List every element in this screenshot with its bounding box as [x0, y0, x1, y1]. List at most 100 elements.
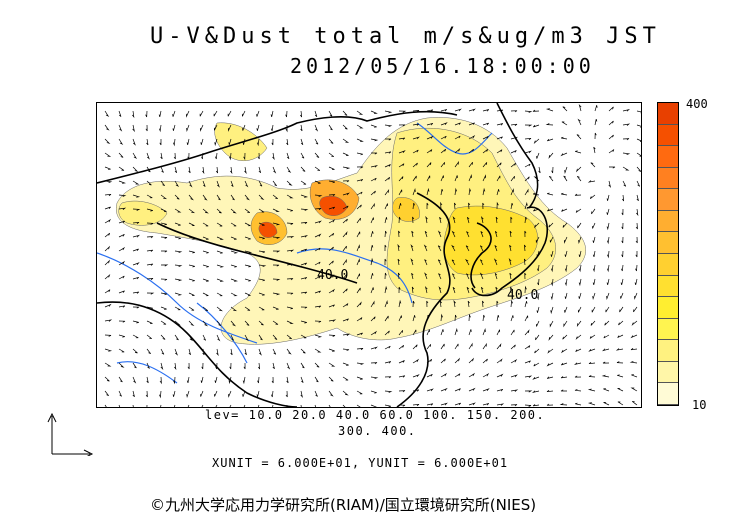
wind-arrow: [258, 208, 265, 213]
wind-arrow: [630, 387, 638, 392]
wind-arrow: [132, 194, 141, 198]
wind-arrow: [314, 390, 318, 397]
wind-arrow: [630, 348, 638, 351]
wind-arrow: [342, 273, 348, 280]
wind-arrow: [524, 285, 527, 294]
wind-arrow: [370, 273, 374, 280]
wind-arrow: [410, 258, 414, 266]
wind-arrow: [132, 320, 139, 324]
wind-arrow: [314, 110, 318, 117]
wind-arrow: [285, 390, 288, 398]
wind-arrow: [577, 222, 582, 229]
levels-line-1: lev= 10.0 20.0 40.0 60.0 100. 150. 200.: [205, 408, 546, 422]
wind-arrow: [118, 376, 123, 383]
chart-datetime: 2012/05/16.18:00:00: [290, 54, 595, 78]
wind-arrow: [243, 404, 246, 407]
wind-arrow: [440, 109, 448, 112]
wind-arrow: [575, 348, 582, 352]
wind-arrow: [202, 250, 209, 254]
wind-arrow: [300, 222, 308, 225]
wind-arrow: [342, 218, 348, 224]
wind-arrow: [524, 375, 533, 378]
wind-arrow: [174, 264, 183, 268]
wind-arrow: [342, 348, 350, 351]
wind-arrow: [482, 202, 485, 210]
wind-arrow: [468, 329, 472, 336]
wind-arrow: [437, 230, 442, 238]
wind-arrow: [535, 334, 540, 341]
wind-arrow: [300, 262, 307, 266]
wind-arrow: [397, 258, 400, 266]
wind-arrow: [587, 180, 596, 183]
wind-arrow: [606, 222, 610, 231]
wind-arrow: [271, 138, 274, 146]
wind-arrow: [286, 278, 294, 281]
wind-arrow: [370, 138, 379, 142]
wind-arrow: [482, 187, 486, 196]
wind-arrow: [575, 166, 582, 173]
wind-arrow: [132, 390, 135, 398]
colorbar-segment: [658, 361, 678, 384]
wind-arrow: [328, 404, 331, 407]
wind-arrow: [496, 189, 500, 196]
wind-arrow: [622, 123, 631, 126]
wind-arrow: [398, 375, 406, 378]
wind-arrow: [480, 231, 484, 238]
wind-arrow: [146, 180, 152, 186]
wind-arrow: [551, 166, 554, 174]
wind-arrow: [510, 299, 513, 308]
wind-arrow: [634, 278, 638, 285]
wind-arrow: [412, 136, 420, 140]
wind-arrow: [524, 301, 528, 308]
wind-arrow: [398, 404, 406, 407]
wind-arrow: [300, 194, 309, 198]
wind-arrow: [564, 264, 568, 273]
wind-arrow: [452, 216, 456, 224]
wind-arrow: [186, 376, 190, 384]
wind-arrow: [272, 208, 280, 213]
wind-arrow: [466, 273, 470, 280]
wind-arrow: [356, 287, 361, 294]
wind-arrow: [496, 403, 505, 406]
wind-arrow: [300, 390, 303, 399]
wind-arrow: [272, 278, 281, 281]
wind-arrow: [587, 402, 596, 406]
wind-arrow: [356, 258, 360, 266]
wind-arrow: [440, 162, 446, 168]
wind-arrow: [202, 222, 209, 227]
wind-arrow: [606, 278, 610, 285]
wind-arrow: [537, 264, 540, 272]
wind-arrow: [104, 334, 112, 337]
wind-arrow: [146, 334, 152, 340]
wind-arrow: [561, 362, 568, 366]
wind-arrow: [590, 162, 596, 168]
wind-arrow: [524, 110, 533, 113]
wind-arrow: [132, 362, 137, 369]
wind-arrow: [244, 180, 249, 188]
wind-arrow: [286, 362, 291, 370]
wind-arrow: [608, 120, 614, 126]
wind-arrow: [314, 233, 322, 238]
wind-arrow: [300, 362, 305, 369]
wind-arrow: [230, 334, 234, 341]
wind-arrow: [132, 248, 139, 252]
wind-arrow: [440, 402, 448, 406]
wind-arrow: [622, 138, 630, 141]
wind-arrow: [272, 236, 281, 239]
wind-arrow: [132, 138, 136, 146]
wind-arrow: [244, 292, 251, 296]
wind-arrow: [314, 275, 321, 280]
wind-arrow: [342, 166, 351, 170]
wind-arrow: [412, 344, 418, 350]
wind-arrow: [617, 387, 624, 392]
wind-arrow: [524, 163, 531, 168]
wind-arrow: [592, 264, 596, 273]
wind-arrow: [159, 376, 162, 385]
wind-arrow: [510, 123, 518, 126]
wind-arrow: [286, 166, 292, 174]
wind-arrow: [104, 348, 113, 352]
wind-arrow: [564, 278, 568, 287]
wind-arrow: [272, 292, 281, 296]
wind-arrow: [227, 124, 232, 132]
wind-arrow: [328, 304, 335, 308]
